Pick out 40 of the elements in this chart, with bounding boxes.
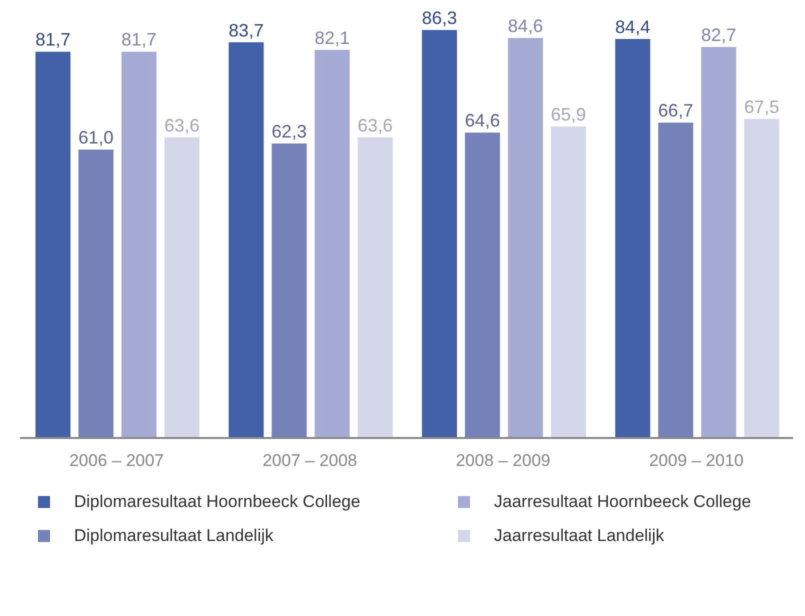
- bar: [508, 38, 543, 438]
- x-tick-label: 2007 – 2008: [262, 451, 358, 470]
- data-label: 62,3: [272, 121, 307, 142]
- legend-label: Jaarresultaat Hoornbeeck College: [494, 492, 752, 512]
- bar: [550, 126, 586, 438]
- data-label: 63,6: [164, 115, 200, 136]
- data-label: 81,7: [121, 30, 156, 50]
- bar: [464, 132, 500, 438]
- bar: [358, 137, 393, 438]
- data-label: 66,7: [658, 100, 694, 121]
- data-label: 61,0: [78, 128, 114, 148]
- bar: [228, 42, 264, 438]
- x-tick-label: 2009 – 2010: [649, 451, 744, 470]
- bar: [35, 52, 70, 438]
- data-label: 82,1: [314, 28, 350, 48]
- bar: [615, 38, 650, 438]
- data-label: 82,7: [701, 25, 736, 46]
- legend-label: Jaarresultaat Landelijk: [494, 526, 664, 546]
- bar: [78, 150, 114, 438]
- data-label: 84,4: [615, 16, 650, 37]
- legend-label: Diplomaresultaat Landelijk: [74, 526, 274, 546]
- data-label: 83,7: [228, 20, 264, 40]
- data-label: 63,6: [358, 115, 393, 136]
- legend-label: Diplomaresultaat Hoornbeeck College: [74, 492, 360, 512]
- bar: [164, 137, 200, 438]
- x-tick-label: 2006 – 2007: [69, 451, 164, 470]
- data-label: 84,6: [508, 16, 543, 36]
- bar: [272, 143, 307, 438]
- bar: [121, 52, 156, 438]
- data-label: 81,7: [35, 30, 70, 50]
- bar: [744, 118, 780, 438]
- bar: [314, 50, 350, 438]
- bar: [701, 47, 736, 438]
- bar: [422, 30, 457, 438]
- data-label: 65,9: [550, 104, 586, 124]
- data-label: 86,3: [422, 8, 457, 28]
- x-tick-label: 2008 – 2009: [456, 451, 550, 470]
- data-label: 67,5: [744, 96, 780, 117]
- bar: [658, 122, 694, 438]
- data-label: 64,6: [464, 110, 500, 131]
